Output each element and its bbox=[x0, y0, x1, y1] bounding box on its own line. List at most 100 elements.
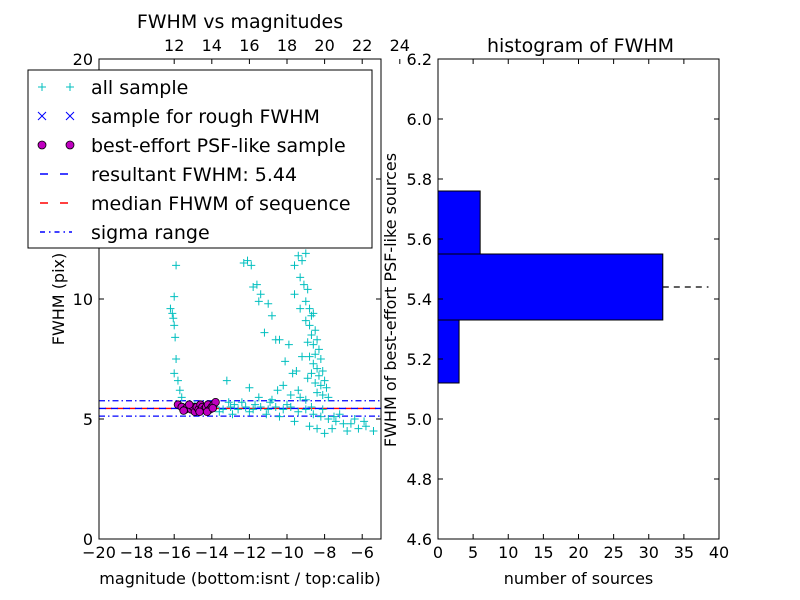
data-point-plus bbox=[177, 393, 186, 402]
data-point-plus bbox=[311, 379, 320, 387]
data-point-plus bbox=[335, 410, 344, 419]
data-point-plus bbox=[275, 412, 284, 421]
all-sample-points bbox=[166, 249, 378, 438]
data-point-plus bbox=[313, 388, 322, 397]
y-tick-label: 5 bbox=[83, 410, 93, 429]
data-point-plus bbox=[296, 393, 305, 402]
data-point-plus bbox=[305, 321, 314, 330]
data-point-plus bbox=[305, 352, 314, 361]
data-point-plus bbox=[172, 261, 181, 270]
data-point-plus bbox=[271, 403, 280, 411]
x-tick-label: −10 bbox=[270, 543, 304, 562]
data-point-plus bbox=[222, 376, 231, 385]
x-tick-label: 25 bbox=[603, 543, 623, 562]
data-point-plus bbox=[264, 405, 273, 414]
y-tick-label: 20 bbox=[73, 50, 93, 69]
data-point-plus bbox=[251, 400, 260, 409]
data-point-plus bbox=[294, 386, 303, 395]
data-point-plus bbox=[313, 424, 322, 433]
data-point-plus bbox=[313, 335, 322, 344]
legend-marker-plus bbox=[66, 83, 74, 91]
legend-marker-circle bbox=[37, 140, 47, 150]
data-point-plus bbox=[314, 345, 323, 354]
histogram-panel: 0 5 10 15 20 25 30 35 40 4.6 4.8 5.0 5.2 5.4 5.6 5.8 6.0… bbox=[381, 35, 729, 588]
data-point-plus bbox=[328, 424, 337, 433]
data-point-plus bbox=[284, 340, 293, 349]
histogram-title: histogram of FWHM bbox=[487, 35, 674, 57]
legend-entry: median FHWM of sequence bbox=[40, 193, 351, 215]
data-point-plus bbox=[290, 290, 299, 299]
data-point-plus bbox=[171, 333, 180, 342]
data-point-plus bbox=[301, 316, 310, 325]
data-point-plus bbox=[320, 376, 329, 385]
data-point-plus bbox=[247, 261, 256, 270]
y-tick-label: 4.8 bbox=[407, 470, 432, 489]
data-point-circle bbox=[208, 404, 217, 413]
histogram-bar bbox=[437, 190, 481, 255]
data-point-plus bbox=[239, 259, 248, 267]
data-point-plus bbox=[254, 393, 263, 402]
data-point-plus bbox=[318, 391, 327, 399]
top-x-tick-label: 20 bbox=[314, 36, 334, 55]
histogram-x-axis-label: number of sources bbox=[504, 569, 654, 588]
y-tick-label: 6.0 bbox=[407, 110, 432, 129]
legend-entry: sample for rough FWHM bbox=[37, 106, 320, 128]
top-x-tick-label: 16 bbox=[239, 36, 259, 55]
data-point-plus bbox=[224, 398, 233, 407]
histogram-y-axis-label: FWHM of best-effort PSF-like sources bbox=[381, 153, 400, 447]
data-point-plus bbox=[309, 359, 318, 368]
y-tick-label: 5.0 bbox=[407, 410, 432, 429]
x-tick-label: 40 bbox=[709, 543, 729, 562]
data-point-plus bbox=[298, 352, 307, 361]
x-tick-label: 10 bbox=[498, 543, 518, 562]
psf-sample-points bbox=[173, 398, 220, 416]
data-point-plus bbox=[262, 410, 271, 419]
data-point-plus bbox=[279, 381, 288, 390]
data-point-plus bbox=[299, 280, 308, 289]
x-tick-label: −18 bbox=[120, 543, 154, 562]
data-point-plus bbox=[301, 249, 310, 258]
y-tick-label: 4.6 bbox=[407, 530, 432, 549]
data-point-plus bbox=[168, 309, 177, 318]
data-point-circle bbox=[179, 406, 188, 415]
histogram-ticks: 0 5 10 15 20 25 30 35 40 4.6 4.8 5.0 5.2 5.4 5.6 5.8 6.0… bbox=[407, 50, 730, 562]
data-point-plus bbox=[311, 350, 320, 359]
data-point-plus bbox=[283, 400, 291, 409]
data-point-plus bbox=[254, 297, 263, 306]
data-point-plus bbox=[303, 285, 312, 294]
data-point-plus bbox=[267, 311, 276, 320]
data-point-plus bbox=[318, 367, 327, 375]
data-point-plus bbox=[256, 290, 265, 299]
data-point-plus bbox=[309, 309, 318, 318]
histogram-bars bbox=[437, 190, 664, 384]
data-point-plus bbox=[309, 340, 318, 349]
data-point-plus bbox=[350, 415, 359, 423]
y-tick-label: 5.6 bbox=[407, 230, 432, 249]
data-point-plus bbox=[305, 422, 314, 431]
legend-marker-x bbox=[37, 111, 47, 121]
legend-entry: all sample bbox=[38, 77, 188, 99]
data-point-plus bbox=[307, 331, 316, 339]
data-point-plus bbox=[324, 393, 333, 402]
scatter-x-axis-label: magnitude (bottom:isnt / top:calib) bbox=[99, 569, 380, 588]
data-point-plus bbox=[318, 405, 327, 414]
data-point-plus bbox=[294, 251, 303, 260]
data-point-plus bbox=[305, 304, 314, 313]
data-point-plus bbox=[275, 335, 284, 344]
scatter-panel: −20−18−16−14−12−10−8−6051015201214161820… bbox=[27, 11, 410, 588]
top-x-tick-label: 22 bbox=[352, 36, 372, 55]
data-point-plus bbox=[316, 355, 325, 363]
legend-entry: best-effort PSF-like sample bbox=[37, 135, 346, 157]
data-point-plus bbox=[296, 304, 305, 313]
data-point-plus bbox=[303, 338, 312, 347]
data-point-plus bbox=[313, 364, 322, 373]
y-tick-label: 0 bbox=[83, 530, 93, 549]
data-point-plus bbox=[316, 381, 325, 390]
legend-box bbox=[27, 69, 373, 249]
data-point-plus bbox=[264, 299, 273, 308]
legend-marker-circle bbox=[65, 140, 75, 150]
top-x-tick-label: 12 bbox=[164, 36, 184, 55]
data-point-plus bbox=[256, 403, 265, 411]
data-point-plus bbox=[170, 292, 179, 301]
data-point-plus bbox=[316, 412, 325, 421]
